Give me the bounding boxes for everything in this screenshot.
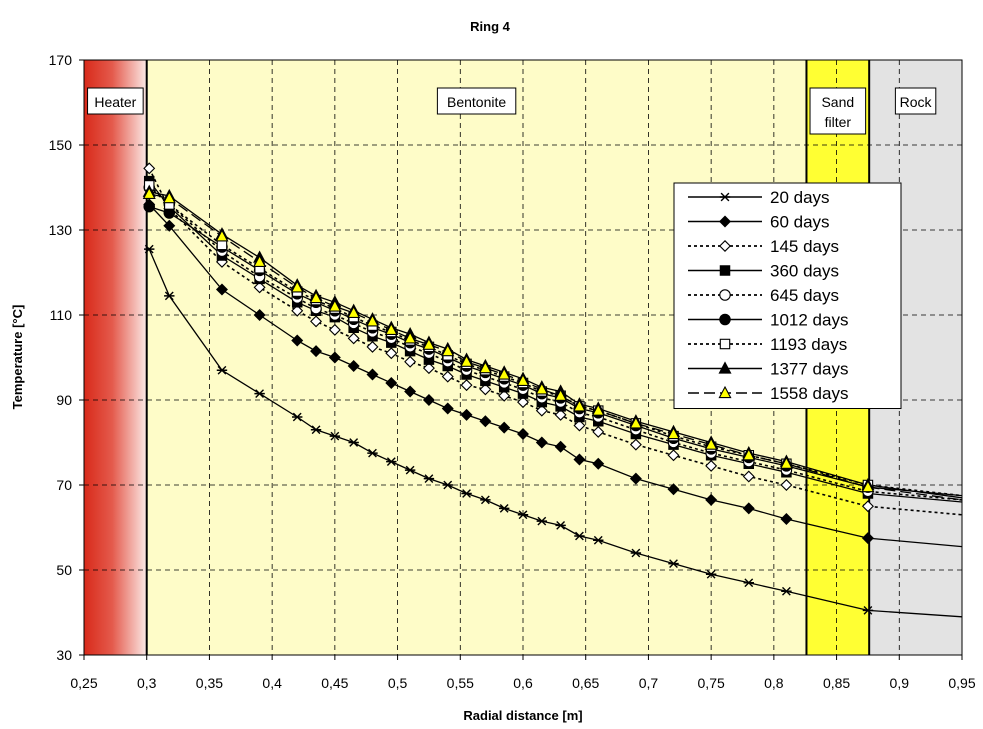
x-tick-label: 0,85 [823, 675, 850, 691]
legend-label-60-days: 60 days [770, 213, 830, 232]
legend: 20 days 60 days 145 days 360 days 645 days 10… [674, 183, 901, 409]
x-tick-label: 0,65 [572, 675, 599, 691]
x-tick-label: 0,35 [196, 675, 223, 691]
x-tick-label: 0,7 [639, 675, 659, 691]
y-tick-label: 30 [56, 647, 72, 663]
marker-1193-days [217, 240, 226, 249]
zone-label-sand-filter: filter [825, 114, 852, 130]
x-axis-label: Radial distance [m] [463, 708, 582, 723]
x-tick-label: 0,8 [764, 675, 784, 691]
zone-label-rock: Rock [900, 94, 933, 110]
legend-label-1377-days: 1377 days [770, 360, 848, 379]
legend-label-145-days: 145 days [770, 237, 839, 256]
zone-label-heater: Heater [94, 94, 136, 110]
legend-marker-1193-days [720, 339, 729, 348]
y-tick-label: 50 [56, 562, 72, 578]
zone-heater [84, 60, 147, 655]
legend-label-20-days: 20 days [770, 188, 830, 207]
legend-label-645-days: 645 days [770, 286, 839, 305]
x-tick-label: 0,4 [262, 675, 282, 691]
y-tick-label: 70 [56, 477, 72, 493]
x-tick-label: 0,55 [447, 675, 474, 691]
legend-label-360-days: 360 days [770, 262, 839, 281]
x-tick-label: 0,75 [698, 675, 725, 691]
zone-label-sand-filter: Sand [821, 94, 854, 110]
zone-label-bentonite: Bentonite [447, 94, 506, 110]
y-tick-labels: 30 50 70 90 110 130 150 170 [49, 52, 84, 663]
chart-title: Ring 4 [470, 19, 510, 34]
x-tick-label: 0,3 [137, 675, 157, 691]
y-tick-label: 90 [56, 392, 72, 408]
legend-label-1558-days: 1558 days [770, 384, 848, 403]
legend-label-1012-days: 1012 days [770, 311, 848, 330]
x-tick-labels: 0,25 0,3 0,35 0,4 0,45 0,5 0,55 0,6 0,65 0,7 0,75 0… [70, 655, 975, 691]
y-tick-label: 130 [49, 222, 73, 238]
x-tick-label: 0,25 [70, 675, 97, 691]
y-tick-label: 150 [49, 137, 73, 153]
legend-label-1193-days: 1193 days [770, 335, 847, 354]
legend-marker-645-days [720, 290, 730, 300]
x-tick-label: 0,95 [948, 675, 975, 691]
y-axis-label: Temperature [°C] [10, 305, 25, 410]
x-tick-label: 0,6 [513, 675, 533, 691]
legend-marker-360-days [720, 266, 729, 275]
legend-marker-1012-days [720, 314, 730, 324]
y-tick-label: 170 [49, 52, 73, 68]
x-tick-label: 0,45 [321, 675, 348, 691]
x-tick-label: 0,9 [890, 675, 910, 691]
y-tick-label: 110 [50, 307, 73, 323]
x-tick-label: 0,5 [388, 675, 408, 691]
marker-1012-days [144, 201, 154, 211]
